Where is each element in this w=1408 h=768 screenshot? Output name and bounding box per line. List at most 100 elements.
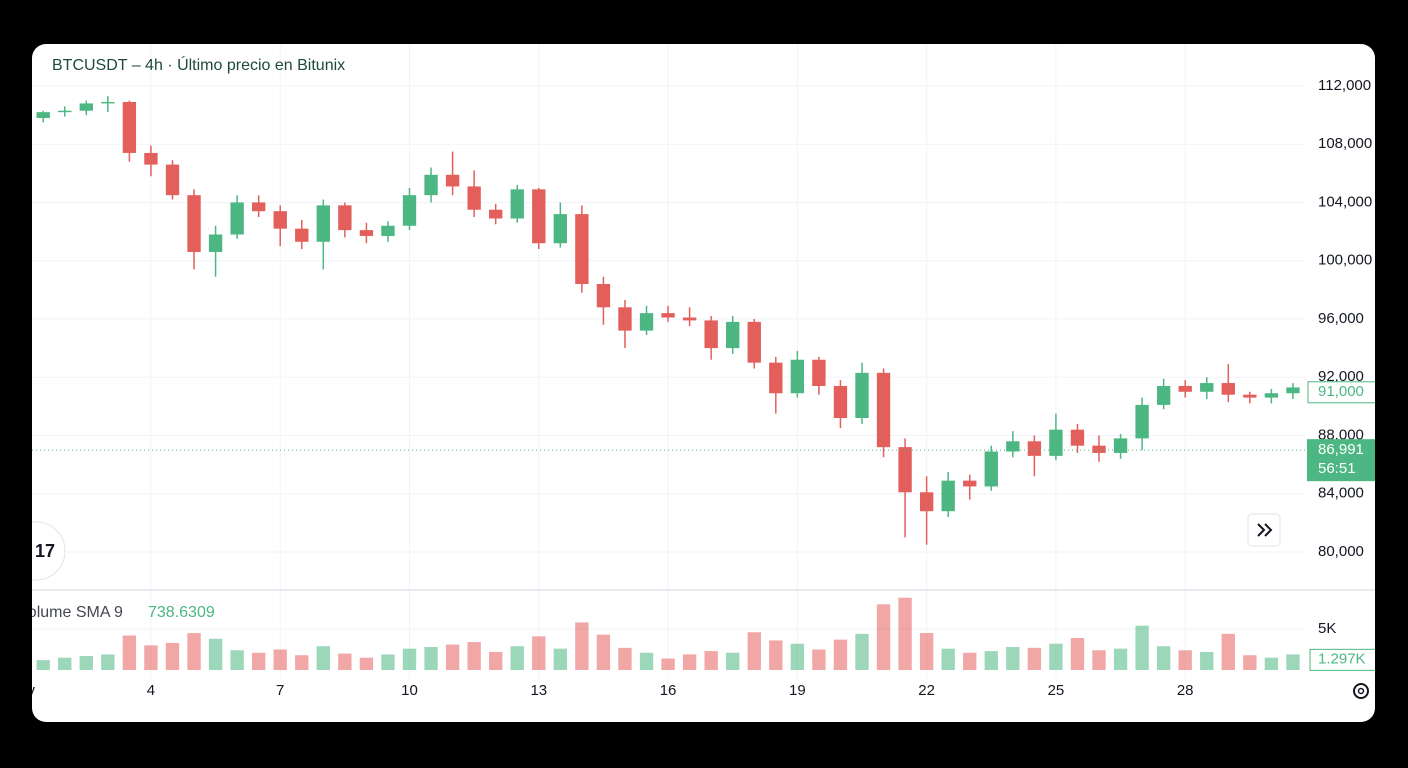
volume-bar: [101, 654, 115, 670]
candle-body: [424, 174, 438, 196]
candle-body: [402, 195, 417, 226]
volume-bar: [381, 654, 395, 670]
volume-marker-box: [1309, 648, 1375, 671]
panel: 80,00084,00088,00092,00096,000100,000104…: [7, 44, 1375, 722]
candle-body: [187, 195, 201, 252]
candle-body: [1135, 404, 1149, 439]
volume-bar: [510, 646, 524, 670]
volume-bar: [682, 654, 697, 670]
volume-bar: [79, 656, 93, 670]
scroll-icon: [1257, 523, 1273, 537]
volume-bar: [596, 634, 611, 670]
grid: [32, 44, 1305, 678]
candle-body: [1006, 441, 1020, 452]
volume-bar: [1006, 647, 1020, 670]
y-tick-label: 100,000: [1318, 252, 1372, 269]
volume-bar: [963, 652, 977, 670]
candle-body: [1221, 383, 1235, 395]
candle-body: [144, 152, 158, 165]
candle-body: [445, 174, 460, 187]
candle-body: [747, 321, 761, 363]
y-tick-label: 96,000: [1318, 310, 1364, 327]
volume-bar: [251, 652, 266, 670]
volume-bar: [575, 622, 589, 670]
x-tick-label: 13: [530, 682, 547, 699]
volume-bar: [1286, 654, 1300, 670]
volume-bar: [36, 660, 50, 670]
volume-bar: [1156, 646, 1171, 670]
candle-body: [58, 110, 72, 113]
candle-body: [273, 211, 287, 229]
volume-bar: [812, 649, 826, 670]
volume-bar: [1178, 650, 1192, 670]
x-tick-label: 7: [276, 682, 284, 699]
y-tick-label: 108,000: [1318, 135, 1372, 152]
candle-body: [898, 447, 912, 493]
volume-bar: [467, 642, 481, 670]
volume-bar: [359, 657, 374, 670]
volume-bar: [144, 645, 158, 670]
volume-bar: [1070, 637, 1085, 670]
volume-bar: [1049, 643, 1063, 670]
candle-body: [833, 385, 848, 419]
volume-bar: [1113, 648, 1128, 670]
y-tick-label: 84,000: [1318, 485, 1364, 502]
candle-body: [230, 202, 244, 235]
volume-tick-label: 5K: [1318, 620, 1336, 637]
candle-body: [316, 205, 330, 242]
logo[interactable]: [7, 521, 66, 581]
volume-bar: [295, 655, 309, 670]
x-tick-label: 28: [1177, 682, 1194, 699]
volume-bar: [1092, 650, 1106, 670]
price-marker-box: [1307, 381, 1375, 404]
volume-bar: [208, 638, 223, 670]
volume-bar: [1221, 633, 1235, 670]
candle-body: [251, 202, 266, 212]
candle-body: [165, 164, 180, 196]
volume-bar: [639, 652, 654, 670]
volume-bar: [855, 633, 869, 670]
volume-title: Volume SMA 9: [18, 604, 123, 621]
volume-bar: [230, 650, 244, 670]
volume-bar: [833, 639, 848, 670]
candle-body: [1049, 429, 1063, 456]
y-tick-label: 80,000: [1318, 543, 1364, 560]
candle-body: [984, 451, 998, 487]
candle-body: [1286, 387, 1300, 394]
candle-body: [1070, 429, 1085, 446]
volume-bar: [1027, 647, 1042, 670]
volume-bar: [532, 636, 546, 670]
candle-body: [1092, 445, 1106, 453]
volume-bar: [338, 653, 352, 670]
y-tick-label: 112,000: [1318, 77, 1371, 94]
y-tick-label: 92,000: [1318, 368, 1364, 385]
settings-button[interactable]: [1353, 683, 1369, 699]
candle-body: [919, 492, 934, 512]
volume-bar: [769, 640, 783, 670]
volume-bar: [58, 657, 72, 670]
chart-title: BTCUSDT – 4h · Último precio en Bitunix: [52, 55, 345, 74]
candle-body: [661, 313, 675, 318]
volume-bar: [876, 604, 891, 670]
candle-body: [596, 284, 611, 308]
settings-icon: [1357, 687, 1365, 695]
logo-mark: 17: [35, 541, 55, 561]
last-price-label: 86,991: [1318, 441, 1364, 458]
labels: 80,00084,00088,00092,00096,000100,000104…: [8, 77, 1375, 699]
x-tick-label: 25: [1048, 682, 1065, 699]
x-tick-label: Nov: [8, 682, 35, 699]
volume-bar: [1200, 651, 1214, 670]
volume-bars: [36, 597, 1300, 670]
volume-marker-label: 1.297K: [1318, 650, 1366, 667]
candle-body: [575, 214, 589, 285]
volume-bar: [187, 633, 201, 670]
volume-bar: [1264, 657, 1279, 670]
candle-body: [963, 480, 977, 487]
countdown: 56:51: [1318, 460, 1356, 477]
volume-bar: [1135, 625, 1149, 670]
candle-body: [941, 480, 955, 512]
last-price-box: [1307, 439, 1375, 482]
candle-body: [359, 230, 374, 236]
candle-body: [639, 313, 654, 331]
